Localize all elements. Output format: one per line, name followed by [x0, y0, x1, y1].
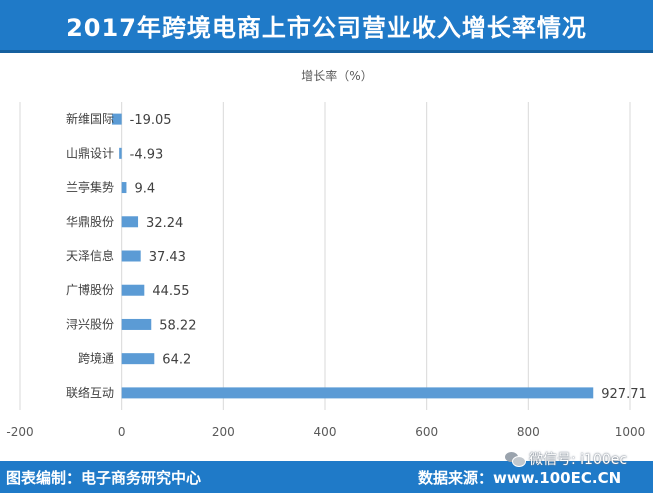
data-label: 32.24	[146, 216, 183, 231]
wechat-watermark: 微信号: i100ec	[505, 448, 645, 470]
wechat-icon	[505, 451, 526, 467]
category-label: 新维国际	[66, 111, 114, 126]
footer-compiler-text: 图表编制：电子商务研究中心	[6, 469, 202, 487]
category-label: 广博股份	[66, 282, 114, 297]
bar	[121, 250, 141, 262]
category-label: 山鼎设计	[66, 146, 114, 160]
data-label: 58.22	[159, 318, 196, 333]
category-label: 兰亭集势	[66, 180, 114, 195]
bar	[121, 284, 145, 296]
data-label: -4.93	[130, 147, 164, 162]
title-banner: 2017年跨境电商上市公司营业收入增长率情况	[0, 0, 653, 53]
data-label: 64.2	[162, 353, 191, 368]
data-label: -19.05	[130, 113, 172, 128]
bar	[111, 113, 122, 125]
footer-source-text: 数据来源：www.100EC.CN	[418, 469, 622, 487]
bar	[121, 353, 155, 365]
x-tick-label: 800	[517, 425, 540, 439]
x-tick-label: 200	[212, 425, 235, 439]
category-label: 浔兴股份	[66, 317, 114, 331]
data-label: 37.43	[149, 250, 186, 265]
chart-subtitle: 增长率（%）	[301, 68, 372, 83]
page-title: 2017年跨境电商上市公司营业收入增长率情况	[66, 13, 587, 42]
data-label: 9.4	[134, 182, 155, 197]
wechat-id-text: 微信号: i100ec	[529, 452, 628, 468]
category-label: 跨境通	[78, 351, 114, 366]
bar	[121, 216, 139, 228]
bar	[121, 318, 152, 330]
footer-banner: 图表编制：电子商务研究中心 数据来源：www.100EC.CN	[0, 461, 653, 493]
category-label: 联络互动	[66, 385, 114, 400]
bar	[119, 147, 122, 159]
bar	[121, 182, 127, 194]
data-label: 44.55	[152, 284, 189, 299]
bar	[121, 387, 594, 399]
bar-chart: 增长率（%） -200 0 200 400 600 800 1000 新维国际 -19.05 山鼎设…	[6, 68, 647, 439]
x-tick-label: 600	[415, 425, 438, 439]
x-tick-label: 1000	[615, 425, 646, 439]
category-label: 华鼎股份	[66, 215, 114, 229]
x-tick-label: 0	[118, 425, 126, 439]
x-tick-label: 400	[314, 425, 337, 439]
data-label: 927.71	[601, 387, 647, 402]
x-tick-label: -200	[6, 425, 33, 439]
category-label: 天泽信息	[66, 248, 114, 263]
